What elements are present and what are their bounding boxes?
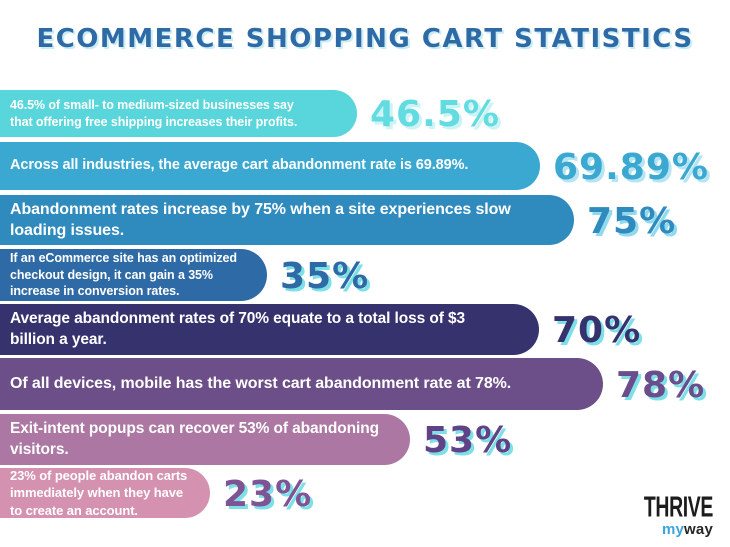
bar: Of all devices, mobile has the worst car…	[0, 358, 603, 410]
bar-value: 78%	[616, 364, 706, 406]
logo-myway-text: myway	[617, 520, 713, 539]
bar-value: 46.5%	[370, 94, 500, 135]
logo-thrive-text: THRIVE	[643, 491, 713, 523]
stat-row-create-account: 23% of people abandon carts immediately …	[0, 468, 312, 518]
page-title: ECOMMERCE SHOPPING CART STATISTICS	[36, 24, 694, 54]
logo-way-text: way	[684, 520, 713, 538]
bar: Across all industries, the average cart …	[0, 142, 540, 190]
bar-label: Average abandonment rates of 70% equate …	[10, 310, 466, 348]
bar-value: 53%	[423, 420, 513, 461]
bar-label: 46.5% of small- to medium-sized business…	[10, 98, 298, 129]
stat-row-free-shipping: 46.5% of small- to medium-sized business…	[0, 90, 500, 137]
stat-row-slow-loading: Abandonment rates increase by 75% when a…	[0, 195, 676, 245]
bar-label: Of all devices, mobile has the worst car…	[10, 375, 512, 393]
bar-label: Abandonment rates increase by 75% when a…	[10, 200, 511, 239]
bar-value: 69.89%	[553, 146, 709, 188]
bar-label: 23% of people abandon carts immediately …	[10, 468, 188, 518]
bar: If an eCommerce site has an optimized ch…	[0, 249, 267, 301]
bar-value: 23%	[223, 473, 313, 515]
logo-my-text: my	[661, 520, 685, 538]
stat-row-exit-intent: Exit-intent popups can recover 53% of ab…	[0, 414, 512, 465]
bar-value: 70%	[552, 310, 642, 351]
bar-label: Exit-intent popups can recover 53% of ab…	[10, 420, 379, 458]
stat-row-avg-abandonment: Across all industries, the average cart …	[0, 142, 709, 190]
bar-label: Across all industries, the average cart …	[10, 157, 469, 174]
stat-row-checkout-design: If an eCommerce site has an optimized ch…	[0, 249, 369, 301]
bar: 46.5% of small- to medium-sized business…	[0, 90, 357, 137]
bar-label: If an eCommerce site has an optimized ch…	[10, 251, 237, 299]
thrive-my-way-logo: THRIVE myway	[617, 491, 713, 539]
bar: 23% of people abandon carts immediately …	[0, 468, 210, 518]
bar-value: 75%	[587, 200, 677, 242]
stat-row-total-loss: Average abandonment rates of 70% equate …	[0, 304, 641, 355]
stat-row-mobile-abandonment: Of all devices, mobile has the worst car…	[0, 358, 705, 410]
bar: Exit-intent popups can recover 53% of ab…	[0, 414, 410, 465]
bar: Abandonment rates increase by 75% when a…	[0, 195, 574, 245]
bar: Average abandonment rates of 70% equate …	[0, 304, 539, 355]
bar-value: 35%	[280, 255, 370, 297]
